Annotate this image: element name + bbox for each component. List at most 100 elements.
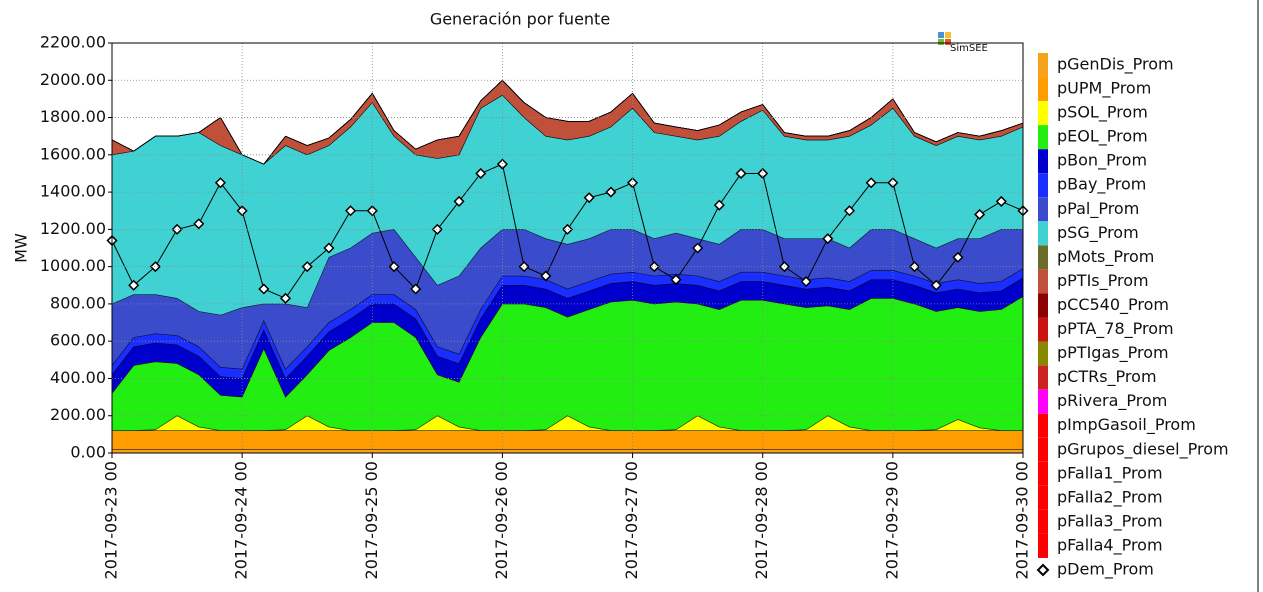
demand-marker <box>496 158 508 170</box>
plot-frame <box>111 42 1024 454</box>
y-tick-label: 0.00 <box>70 443 106 462</box>
legend-swatch <box>1038 245 1048 270</box>
legend-label: pPTA_78_Prom <box>1057 319 1174 339</box>
demand-marker <box>713 199 725 211</box>
demand-marker <box>583 192 595 204</box>
demand-marker <box>908 261 921 273</box>
legend-swatch <box>1038 53 1048 77</box>
legend-label: pFalla1_Prom <box>1057 463 1163 483</box>
demand-marker <box>171 223 183 235</box>
area <box>111 430 1024 450</box>
legend-swatch <box>1038 221 1048 246</box>
legend-label: pPal_Prom <box>1057 199 1139 219</box>
legend: pGenDis_Prom pUPM_Prom pSOL_Prom pEOL_Promp… <box>1036 53 1229 580</box>
legend-label: pCC540_Prom <box>1057 295 1169 315</box>
legend-label: pFalla2_Prom <box>1057 487 1163 507</box>
logo-text: SimSEE <box>950 43 988 54</box>
legend-label: pCTRs_Prom <box>1057 367 1157 387</box>
demand-marker <box>518 261 530 273</box>
demand-marker <box>236 205 248 217</box>
y-tick-label: 1200.00 <box>40 219 106 238</box>
legend-swatch <box>1038 269 1048 294</box>
demand-marker <box>757 167 769 180</box>
x-tick-label: 2017-09-28 00 <box>752 461 771 579</box>
plot-area <box>106 79 1029 454</box>
chart-title: Generación por fuente <box>430 10 610 29</box>
legend-label: pBon_Prom <box>1057 151 1147 171</box>
x-tick-label: 2017-09-24 00 <box>232 461 251 579</box>
demand-marker <box>822 233 834 245</box>
demand-marker <box>670 274 682 286</box>
demand-marker <box>865 177 877 189</box>
legend-label: pSG_Prom <box>1057 223 1139 243</box>
legend-swatch <box>1038 317 1048 342</box>
x-tick-label: 2017-09-30 00 <box>1013 461 1032 579</box>
x-tick-label: 2017-09-25 00 <box>362 461 381 579</box>
y-tick-label: 1800.00 <box>40 107 106 126</box>
x-tick-label: 2017-09-23 00 <box>102 461 121 579</box>
y-tick-label: 600.00 <box>50 331 106 350</box>
y-tick-label: 2200.00 <box>40 33 106 52</box>
legend-label: pPTIgas_Prom <box>1057 343 1169 363</box>
y-tick-label: 400.00 <box>50 368 106 387</box>
demand-marker <box>974 208 986 221</box>
legend-label: pSOL_Prom <box>1057 103 1148 123</box>
x-tick-label: 2017-09-27 00 <box>622 461 641 579</box>
legend-swatch <box>1038 77 1048 102</box>
y-tick-label: 200.00 <box>50 405 106 424</box>
demand-marker <box>193 218 205 230</box>
y-tick-label: 1000.00 <box>40 256 106 275</box>
legend-label: pEOL_Prom <box>1057 127 1148 147</box>
legend-swatch <box>1038 509 1048 534</box>
legend-swatch <box>1038 365 1048 390</box>
x-tick-label: 2017-09-29 00 <box>882 461 901 579</box>
legend-swatch <box>1038 149 1048 174</box>
legend-swatch <box>1038 341 1048 366</box>
legend-label: pUPM_Prom <box>1057 79 1151 99</box>
legend-marker <box>1036 563 1050 577</box>
demand-marker <box>366 205 378 217</box>
legend-swatch <box>1038 413 1048 438</box>
demand-marker <box>692 242 704 254</box>
demand-marker <box>453 195 465 207</box>
demand-marker <box>952 251 964 263</box>
y-tick-label: 800.00 <box>50 293 106 312</box>
legend-label: pBay_Prom <box>1057 175 1146 195</box>
legend-swatch <box>1038 389 1048 414</box>
legend-swatch <box>1038 461 1048 486</box>
demand-marker <box>323 242 335 254</box>
y-tick-label: 1400.00 <box>40 182 106 201</box>
y-tick-label: 1600.00 <box>40 144 106 163</box>
demand-marker <box>431 223 443 235</box>
legend-label: pGenDis_Prom <box>1057 55 1174 75</box>
logo: SimSEE <box>938 32 988 54</box>
legend-label: pMots_Prom <box>1057 247 1154 267</box>
legend-swatch <box>1038 197 1048 222</box>
demand-marker <box>735 167 747 180</box>
legend-label: pPTIs_Prom <box>1057 271 1149 291</box>
demand-marker <box>648 261 660 273</box>
demand-marker <box>258 283 270 295</box>
legend-swatch <box>1038 125 1048 150</box>
demand-marker <box>149 261 161 273</box>
legend-label: pFalla3_Prom <box>1057 511 1163 531</box>
demand-marker <box>345 205 357 217</box>
demand-marker <box>128 279 140 291</box>
demand-marker <box>930 279 942 291</box>
axes: 0.00 200.00 400.00 600.00 800.00 1000.00 1200.… <box>40 33 1032 580</box>
demand-marker <box>388 261 400 273</box>
legend-swatch <box>1038 173 1048 198</box>
legend-swatch <box>1038 437 1048 462</box>
demand-marker <box>410 283 422 295</box>
demand-marker <box>214 177 227 189</box>
y-tick-label: 2000.00 <box>40 70 106 89</box>
legend-label: pRivera_Prom <box>1057 391 1167 411</box>
legend-swatch <box>1038 533 1048 558</box>
legend-label: pImpGasoil_Prom <box>1057 415 1196 435</box>
demand-marker <box>800 275 812 288</box>
area <box>111 449 1024 454</box>
y-axis-label: MW <box>12 233 31 263</box>
legend-label: pGrupos_diesel_Prom <box>1057 439 1229 459</box>
demand-marker <box>475 167 487 180</box>
